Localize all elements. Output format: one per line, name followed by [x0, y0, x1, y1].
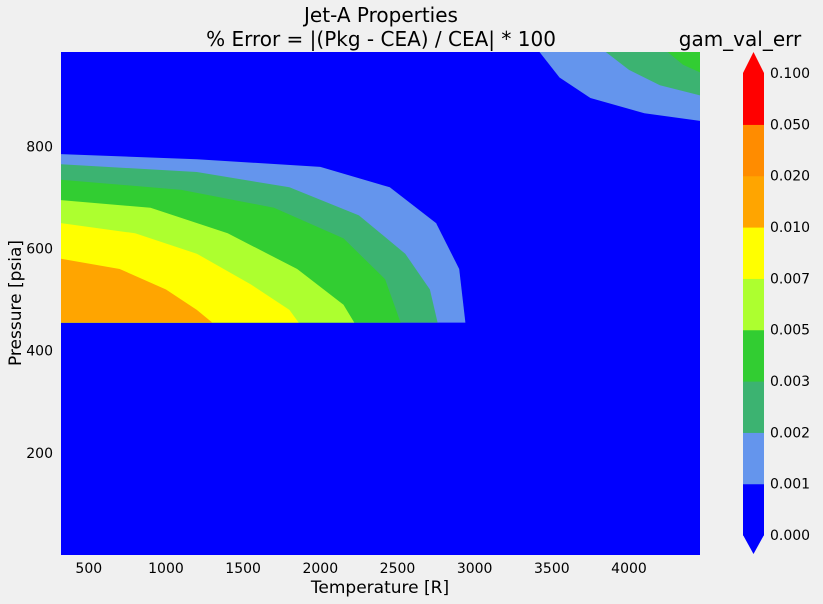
- x-tick-label: 1000: [148, 561, 184, 577]
- y-tick-label: 200: [26, 446, 53, 462]
- chart-title: Jet-A Properties: [302, 3, 458, 27]
- colorbar-segment: [743, 278, 764, 331]
- colorbar-segment: [743, 124, 764, 177]
- colorbar-tick-label: 0.003: [770, 374, 810, 390]
- colorbar-segment: [743, 227, 764, 279]
- y-tick-label: 800: [26, 139, 53, 155]
- colorbar-segment: [743, 432, 764, 485]
- colorbar-tick-label: 0.010: [770, 220, 810, 236]
- colorbar-tick-label: 0.000: [770, 528, 810, 544]
- colorbar-segment: [743, 381, 764, 433]
- colorbar-title: gam_val_err: [679, 27, 802, 51]
- contour-region-8: [667, 52, 700, 73]
- colorbar: 0.000 0.001 0.002 0.003 0.005 0.007 0.010 0.020…: [743, 52, 810, 554]
- colorbar-segment: [743, 483, 764, 536]
- x-tick-label: 500: [75, 561, 102, 577]
- y-axis-ticks: 200 400 600 800: [26, 139, 53, 461]
- x-tick-label: 2500: [380, 561, 416, 577]
- colorbar-segment: [743, 73, 764, 125]
- colorbar-tick-label: 0.007: [770, 271, 810, 287]
- x-axis-label: Temperature [R]: [310, 578, 449, 598]
- colorbar-extend-low: [743, 535, 764, 554]
- x-tick-label: 1500: [225, 561, 261, 577]
- colorbar-tick-label: 0.100: [770, 66, 810, 82]
- chart-subtitle: % Error = |(Pkg - CEA) / CEA| * 100: [206, 27, 556, 51]
- colorbar-tick-label: 0.005: [770, 323, 810, 339]
- y-axis-label: Pressure [psia]: [6, 240, 26, 366]
- contour-region-7: [605, 52, 700, 96]
- colorbar-segment: [743, 329, 764, 382]
- contour-region-5: [61, 258, 213, 323]
- colorbar-extend-high: [743, 52, 764, 73]
- y-tick-label: 400: [26, 344, 53, 360]
- x-tick-label: 3500: [534, 561, 570, 577]
- plot-area: [61, 52, 700, 555]
- y-tick-label: 600: [26, 242, 53, 258]
- x-tick-label: 2000: [302, 561, 338, 577]
- colorbar-tick-label: 0.050: [770, 117, 810, 133]
- x-axis-ticks: 500 1000 1500 2000 2500 3000 3500 4000: [75, 561, 646, 577]
- colorbar-segment: [743, 175, 764, 228]
- x-tick-label: 4000: [611, 561, 647, 577]
- colorbar-tick-label: 0.020: [770, 169, 810, 185]
- colorbar-tick-label: 0.002: [770, 425, 810, 441]
- x-tick-label: 3000: [457, 561, 493, 577]
- colorbar-tick-label: 0.001: [770, 477, 810, 493]
- contour-regions: [61, 52, 700, 323]
